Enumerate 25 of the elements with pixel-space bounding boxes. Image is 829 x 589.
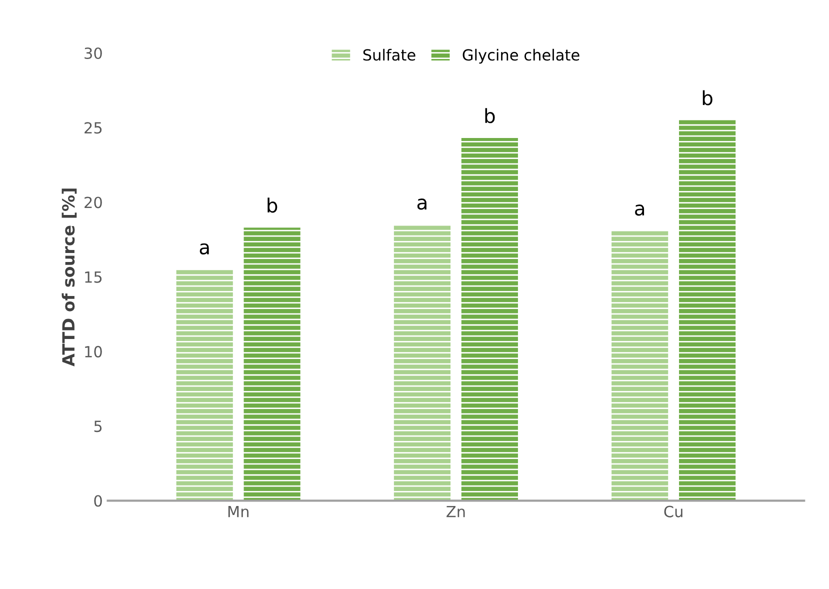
y-tick-label: 0 <box>94 495 102 507</box>
y-axis-title: ATTD of source [%] <box>62 188 77 366</box>
legend-label: Sulfate <box>363 48 416 61</box>
bar <box>244 228 300 501</box>
bar <box>394 224 451 501</box>
y-tick-label: 5 <box>94 420 102 432</box>
x-tick-label: Mn <box>228 506 248 518</box>
y-tick-label: 25 <box>84 122 102 134</box>
x-tick-label: Cu <box>664 506 682 518</box>
y-tick-label: 30 <box>84 47 102 60</box>
bar <box>176 269 233 501</box>
annotation: a <box>635 204 644 216</box>
annotation: b <box>268 198 278 213</box>
legend-label: Glycine chelate <box>462 48 580 64</box>
annotation: b <box>485 108 495 124</box>
annotation: a <box>417 198 426 210</box>
bar <box>679 120 736 501</box>
x-tick-label: Zn <box>446 506 465 518</box>
annotation: b <box>702 90 712 106</box>
y-tick-label: 10 <box>85 346 102 358</box>
y-tick-label: 20 <box>84 196 102 208</box>
y-tick-label: 15 <box>85 271 102 283</box>
annotation: a <box>200 243 209 254</box>
bar <box>461 138 518 501</box>
bar <box>612 230 668 501</box>
